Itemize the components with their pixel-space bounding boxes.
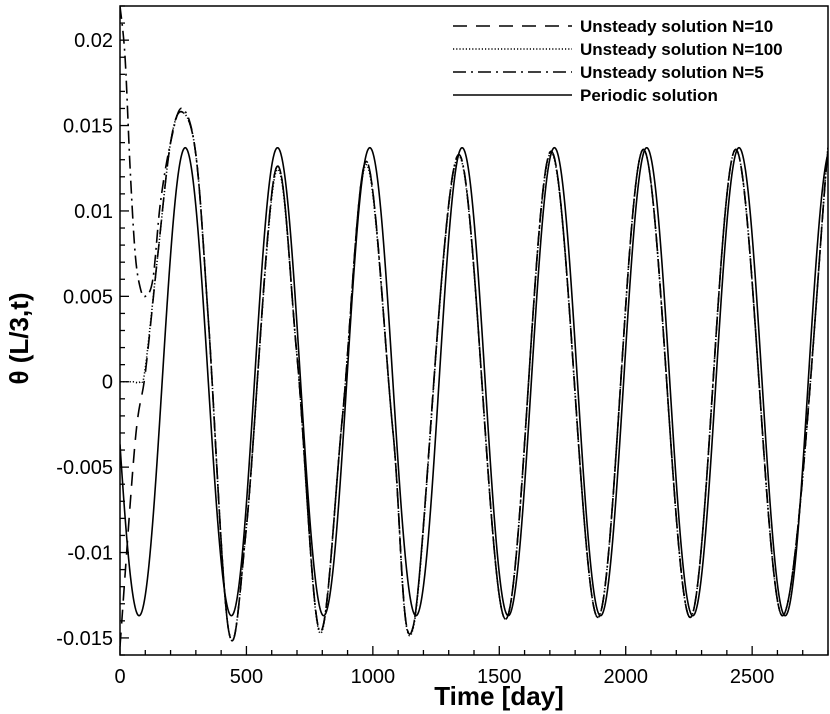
axis-ticks: 0 500 1000 1500 2000 2500 -0.015 -0.01 -0.005 0 0.… [56, 5, 829, 688]
x-tick-label: 1000 [351, 666, 396, 688]
x-tick-label: 500 [230, 666, 263, 688]
legend: Unsteady solution N=10 Unsteady solution … [453, 17, 783, 105]
series-line-1 [120, 110, 828, 647]
x-tick-label: 1500 [477, 666, 522, 688]
series-line-3 [120, 6, 828, 642]
y-tick-label: 0 [102, 372, 113, 394]
y-tick-label: -0.01 [67, 543, 113, 565]
y-tick-label: -0.005 [56, 457, 113, 479]
x-tick-label: 2500 [730, 666, 775, 688]
y-tick-label: -0.015 [56, 628, 113, 650]
legend-label-4: Periodic solution [580, 86, 718, 105]
y-axis-title: θ (L/3,t) [4, 292, 34, 384]
y-tick-label: 0.01 [74, 201, 113, 223]
series-line-2 [120, 110, 828, 642]
x-tick-label: 2000 [603, 666, 648, 688]
x-tick-label: 0 [114, 666, 125, 688]
y-tick-label: 0.02 [74, 30, 113, 52]
legend-label-2: Unsteady solution N=100 [580, 40, 783, 59]
series-line-4 [120, 146, 828, 617]
plot-frame [119, 5, 829, 656]
legend-label-3: Unsteady solution N=5 [580, 63, 764, 82]
x-axis-title: Time [day] [434, 681, 564, 711]
legend-label-1: Unsteady solution N=10 [580, 17, 773, 36]
series-group [120, 6, 828, 647]
y-tick-label: 0.005 [63, 286, 113, 308]
y-tick-label: 0.015 [63, 116, 113, 138]
